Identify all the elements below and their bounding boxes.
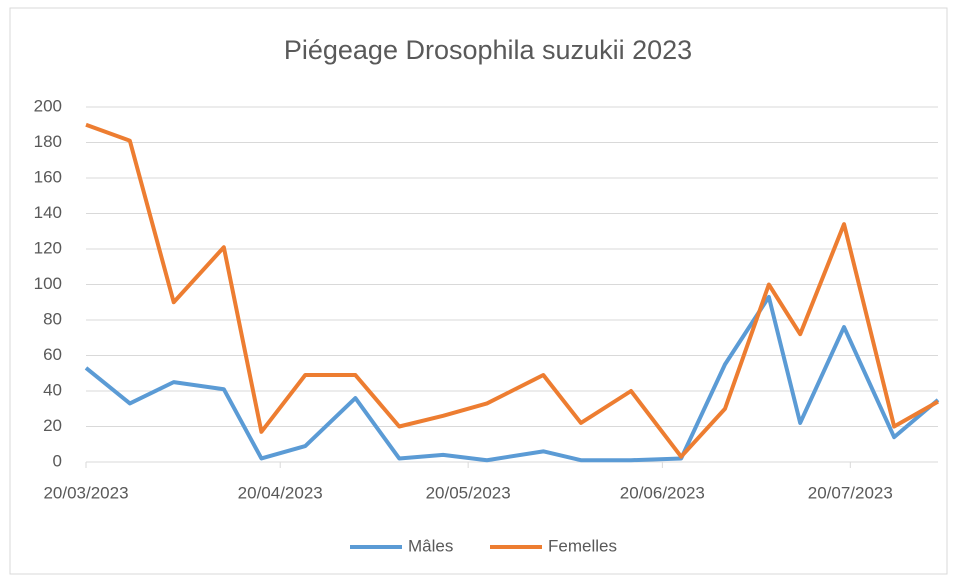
- y-tick-label: 40: [43, 380, 62, 399]
- y-tick-label: 20: [43, 416, 62, 435]
- x-tick-label: 20/07/2023: [808, 483, 893, 502]
- y-tick-label: 60: [43, 345, 62, 364]
- y-tick-label: 160: [34, 167, 62, 186]
- y-tick-label: 180: [34, 132, 62, 151]
- y-tick-label: 100: [34, 274, 62, 293]
- y-tick-label: 140: [34, 203, 62, 222]
- series-line: [85, 122, 939, 459]
- legend-label: Femelles: [548, 536, 617, 555]
- x-tick-label: 20/05/2023: [426, 483, 511, 502]
- y-tick-label: 80: [43, 309, 62, 328]
- y-tick-label: 200: [34, 96, 62, 115]
- y-tick-label: 120: [34, 238, 62, 257]
- chart-border: [9, 7, 948, 575]
- legend-label: Mâles: [408, 536, 453, 555]
- chart-title: Piégeage Drosophila suzukii 2023: [284, 35, 692, 65]
- x-tick-label: 20/03/2023: [43, 483, 128, 502]
- series-line: [84, 294, 940, 463]
- x-tick-label: 20/04/2023: [238, 483, 323, 502]
- y-tick-label: 0: [53, 451, 62, 470]
- x-tick-label: 20/06/2023: [620, 483, 705, 502]
